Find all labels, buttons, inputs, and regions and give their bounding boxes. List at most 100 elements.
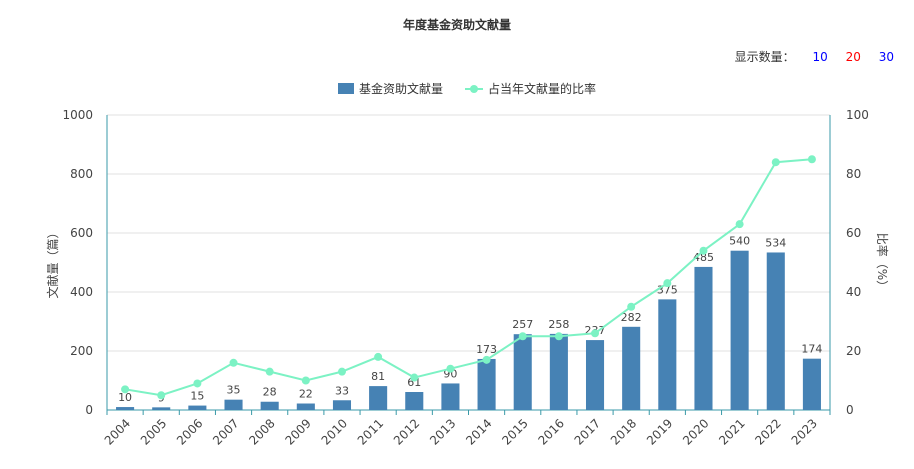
bar-value-label: 258 [548,318,569,331]
bar-value-label: 282 [621,311,642,324]
bar-value-label: 534 [765,236,786,249]
line-point [518,332,527,341]
bar [441,383,460,410]
bar [694,266,713,410]
bar [296,403,315,410]
legend-line-swatch [465,83,484,95]
y2-tick-label: 80 [846,167,861,181]
bar-value-label: 28 [263,386,277,399]
bar [585,340,605,410]
legend-bar-label: 基金资助文献量 [359,82,444,96]
y2-tick-label: 0 [846,403,854,417]
line-point [301,376,310,385]
x-tick-label: 2004 [102,416,133,447]
bar [188,405,207,410]
bar [513,334,532,410]
legend-item-bar[interactable]: 基金资助文献量 [338,80,443,97]
bar [332,400,352,410]
bar [405,392,424,410]
bar [622,326,641,410]
line-point [193,379,202,388]
line-point [627,302,636,311]
display-count-selector: 显示数量： 10 20 30 [735,48,894,65]
line-point [265,367,274,376]
display-count-label: 显示数量： [734,50,795,64]
y-tick-label: 400 [70,285,93,299]
x-tick-label: 2011 [355,416,386,447]
line-point [229,358,238,367]
line-point [337,367,346,376]
count-option-20[interactable]: 20 [845,50,861,64]
line-point [735,220,744,229]
bar-value-label: 15 [190,390,204,403]
x-tick-label: 2017 [572,416,603,447]
x-tick-label: 2010 [319,416,350,447]
x-tick-label: 2021 [716,416,747,447]
line-point [771,158,780,167]
y-tick-label: 0 [85,403,93,417]
line-point [374,352,383,361]
line-series [124,158,813,397]
line-point [121,385,130,394]
y-tick-label: 600 [70,226,93,240]
y2-tick-label: 20 [846,344,861,358]
x-tick-label: 2020 [680,416,711,447]
bar-value-label: 257 [512,318,533,331]
x-tick-label: 2012 [391,416,422,447]
bar [369,386,388,410]
y2-tick-label: 100 [846,108,869,122]
bar [549,333,568,410]
bar [658,299,677,410]
y-tick-label: 1000 [62,108,93,122]
x-tick-label: 2013 [427,416,458,447]
chart-title: 年度基金资助文献量 [402,18,511,32]
y2-tick-label: 60 [846,226,861,240]
x-tick-label: 2016 [535,416,566,447]
x-tick-label: 2006 [174,416,205,447]
x-tick-label: 2014 [463,416,494,447]
count-option-10[interactable]: 10 [812,50,828,64]
x-tick-label: 2009 [282,416,313,447]
bar-value-label: 174 [801,343,822,356]
bar [224,399,243,410]
bar-value-label: 90 [443,367,457,380]
y2-tick-label: 40 [846,285,861,299]
x-tick-label: 2018 [608,416,639,447]
x-tick-label: 2022 [752,416,783,447]
x-tick-label: 2019 [644,416,675,447]
count-option-30[interactable]: 30 [878,50,894,64]
line-point [482,355,491,364]
y-tick-label: 800 [70,167,93,181]
x-tick-label: 2008 [246,416,277,447]
line-point [410,373,419,382]
line-point [157,391,166,400]
line-point [663,279,672,288]
bar [116,407,135,410]
line-point [699,246,708,255]
bar-value-label: 173 [476,343,497,356]
bar-value-label: 540 [729,235,750,248]
legend-line-label: 占当年文献量的比率 [488,82,597,96]
y-tick-label: 200 [70,344,93,358]
bar [730,250,749,410]
line-point [591,329,600,338]
legend-item-line[interactable]: 占当年文献量的比率 [465,80,596,97]
bar [152,407,171,410]
line-point [807,155,816,164]
bar-value-label: 33 [335,384,349,397]
bar-value-label: 10 [118,391,132,404]
y-axis-title: 文献量（篇） [45,226,60,298]
x-tick-label: 2015 [499,416,530,447]
legend: 基金资助文献量 占当年文献量的比率 [338,80,618,97]
y2-axis-title: 比率（%） [875,233,890,292]
legend-bar-swatch [338,83,354,94]
bar-value-label: 22 [299,388,313,401]
line-point [446,364,455,373]
line-point [554,332,563,341]
bar [260,401,279,410]
bar [802,358,821,410]
bar [477,358,496,410]
bar-value-label: 81 [371,370,385,383]
x-tick-label: 2023 [789,416,820,447]
